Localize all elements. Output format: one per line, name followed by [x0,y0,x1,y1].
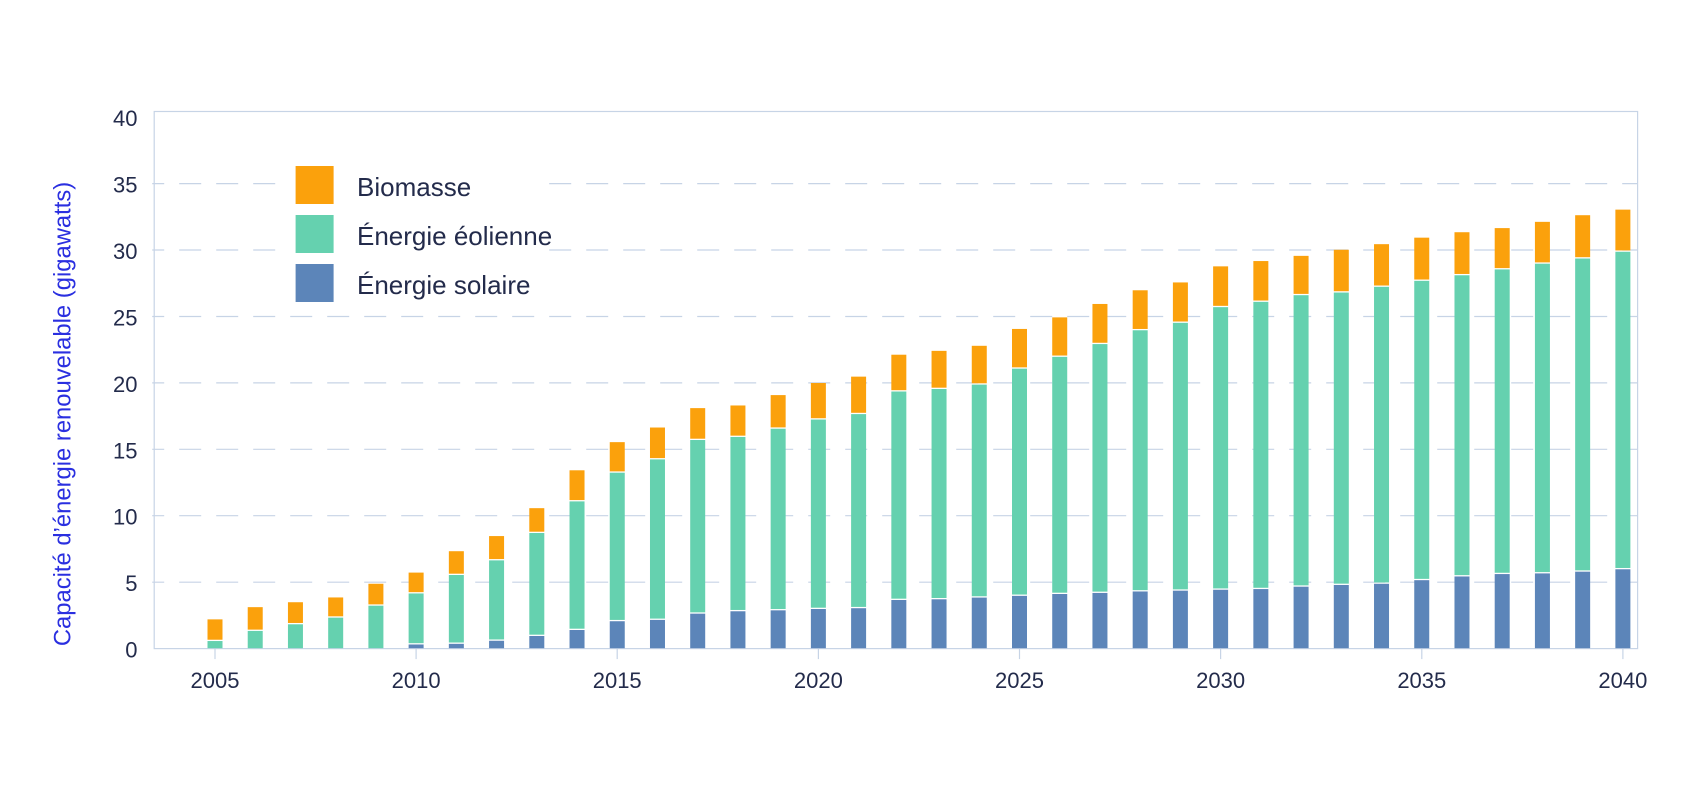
svg-text:15: 15 [113,438,137,463]
svg-text:20: 20 [113,372,137,397]
svg-text:2020: 2020 [794,668,843,693]
svg-text:5: 5 [125,571,137,596]
svg-text:30: 30 [113,239,137,264]
svg-text:Capacité d’énergie renouvelabl: Capacité d’énergie renouvelable (gigawat… [50,182,77,646]
svg-text:25: 25 [113,306,137,331]
svg-text:40: 40 [113,106,137,131]
svg-text:2025: 2025 [995,668,1044,693]
svg-text:2030: 2030 [1196,668,1245,693]
svg-text:2015: 2015 [593,668,642,693]
svg-text:2040: 2040 [1598,668,1647,693]
svg-text:2005: 2005 [191,668,240,693]
svg-text:Biomasse: Biomasse [357,172,471,202]
svg-text:2035: 2035 [1397,668,1446,693]
svg-text:10: 10 [113,505,137,530]
svg-text:2010: 2010 [392,668,441,693]
svg-text:0: 0 [125,638,137,663]
svg-text:35: 35 [113,173,137,198]
svg-text:Énergie solaire: Énergie solaire [357,270,530,300]
svg-text:Énergie éolienne: Énergie éolienne [357,221,552,251]
